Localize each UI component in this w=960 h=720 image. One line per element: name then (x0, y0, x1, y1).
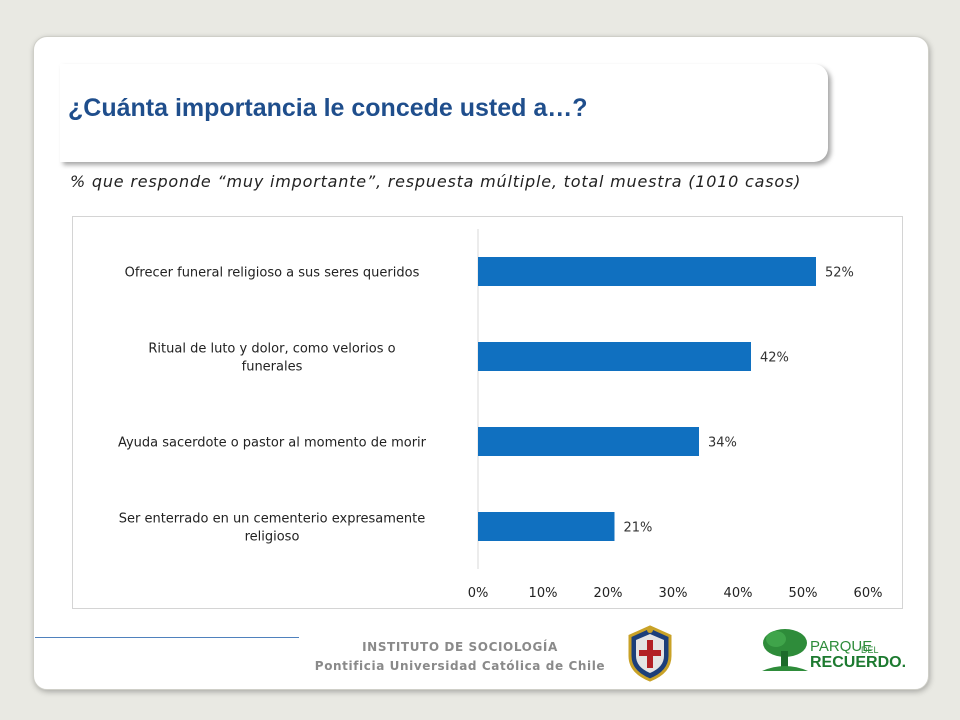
logo-word-parque: PARQUE (810, 638, 873, 655)
footer-divider (35, 637, 299, 638)
category-label: Ayuda sacerdote o pastor al momento de m… (118, 436, 427, 451)
x-tick-label: 50% (789, 586, 818, 601)
category-label: Ser enterrado en un cementerio expresame… (119, 512, 426, 545)
bar-chart: 52% Ofrecer funeral religioso a sus seres… (118, 229, 883, 601)
category-label: Ofrecer funeral religioso a sus seres qu… (125, 266, 420, 281)
tree-logo-icon (762, 629, 808, 671)
x-tick-label: 0% (468, 586, 489, 601)
bar (478, 342, 751, 371)
title-banner: ¿Cuánta importancia le concede usted a…? (60, 64, 828, 162)
data-label: 21% (624, 521, 653, 536)
data-label: 52% (825, 266, 854, 281)
x-tick-label: 30% (659, 586, 688, 601)
institute-name: INSTITUTO DE SOCIOLOGÍA (362, 640, 558, 654)
logo-word-del: DEL (861, 645, 879, 655)
bar (478, 257, 816, 286)
x-tick-label: 40% (724, 586, 753, 601)
bar (478, 512, 615, 541)
bar (478, 427, 699, 456)
logo-word-recuerdo: RECUERDO. (810, 654, 907, 671)
x-tick-label: 10% (529, 586, 558, 601)
university-name: Pontificia Universidad Católica de Chile (314, 659, 606, 673)
x-tick-label: 20% (594, 586, 623, 601)
page-title: ¿Cuánta importancia le concede usted a…? (68, 94, 588, 122)
x-tick-label: 60% (854, 586, 883, 601)
university-seal-icon (628, 625, 672, 682)
data-label: 42% (760, 351, 789, 366)
chart-subtitle: % que responde “muy importante”, respues… (70, 172, 802, 191)
data-label: 34% (708, 436, 737, 451)
